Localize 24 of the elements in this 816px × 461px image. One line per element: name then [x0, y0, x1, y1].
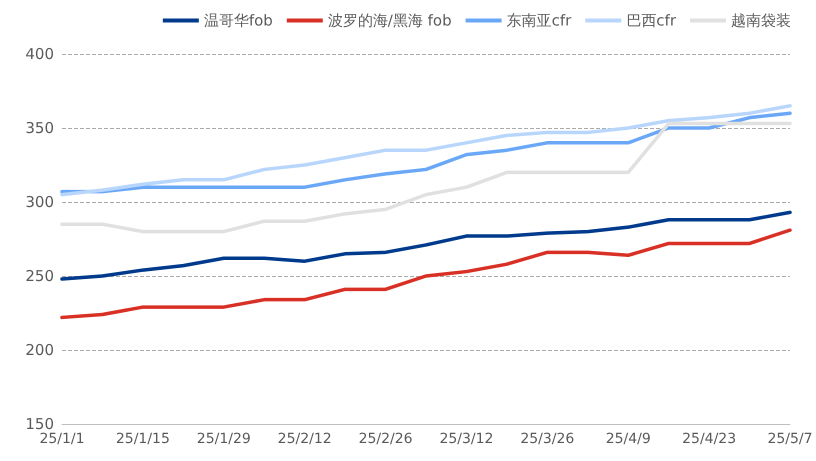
legend-label: 波罗的海/黑海 fob — [328, 12, 452, 30]
y-tick-label: 300 — [25, 193, 54, 211]
x-tick-label: 25/1/15 — [116, 431, 170, 447]
x-tick-label: 25/4/9 — [606, 431, 651, 447]
legend-label: 东南亚cfr — [506, 12, 572, 30]
y-tick-label: 250 — [25, 267, 54, 285]
x-tick-label: 25/1/1 — [39, 431, 85, 447]
y-tick-label: 150 — [25, 415, 54, 433]
line-series — [60, 228, 792, 320]
y-tick-label: 400 — [25, 45, 54, 63]
x-tick-label: 25/4/23 — [682, 431, 736, 447]
x-tick-label: 25/3/26 — [520, 431, 574, 447]
x-tick-label: 25/2/26 — [358, 431, 413, 447]
y-tick-label: 200 — [25, 341, 54, 359]
legend-label: 巴西cfr — [626, 12, 677, 30]
legend-label: 越南袋装 — [731, 12, 791, 30]
legend-label: 温哥华fob — [204, 12, 273, 30]
x-tick-label: 25/5/7 — [767, 431, 813, 447]
line-series — [60, 210, 792, 281]
line-series — [60, 122, 792, 234]
y-tick-label: 350 — [25, 119, 54, 137]
x-tick-label: 25/3/12 — [439, 431, 494, 447]
x-tick-label: 25/1/29 — [196, 431, 251, 447]
x-tick-label: 25/2/12 — [278, 431, 332, 447]
